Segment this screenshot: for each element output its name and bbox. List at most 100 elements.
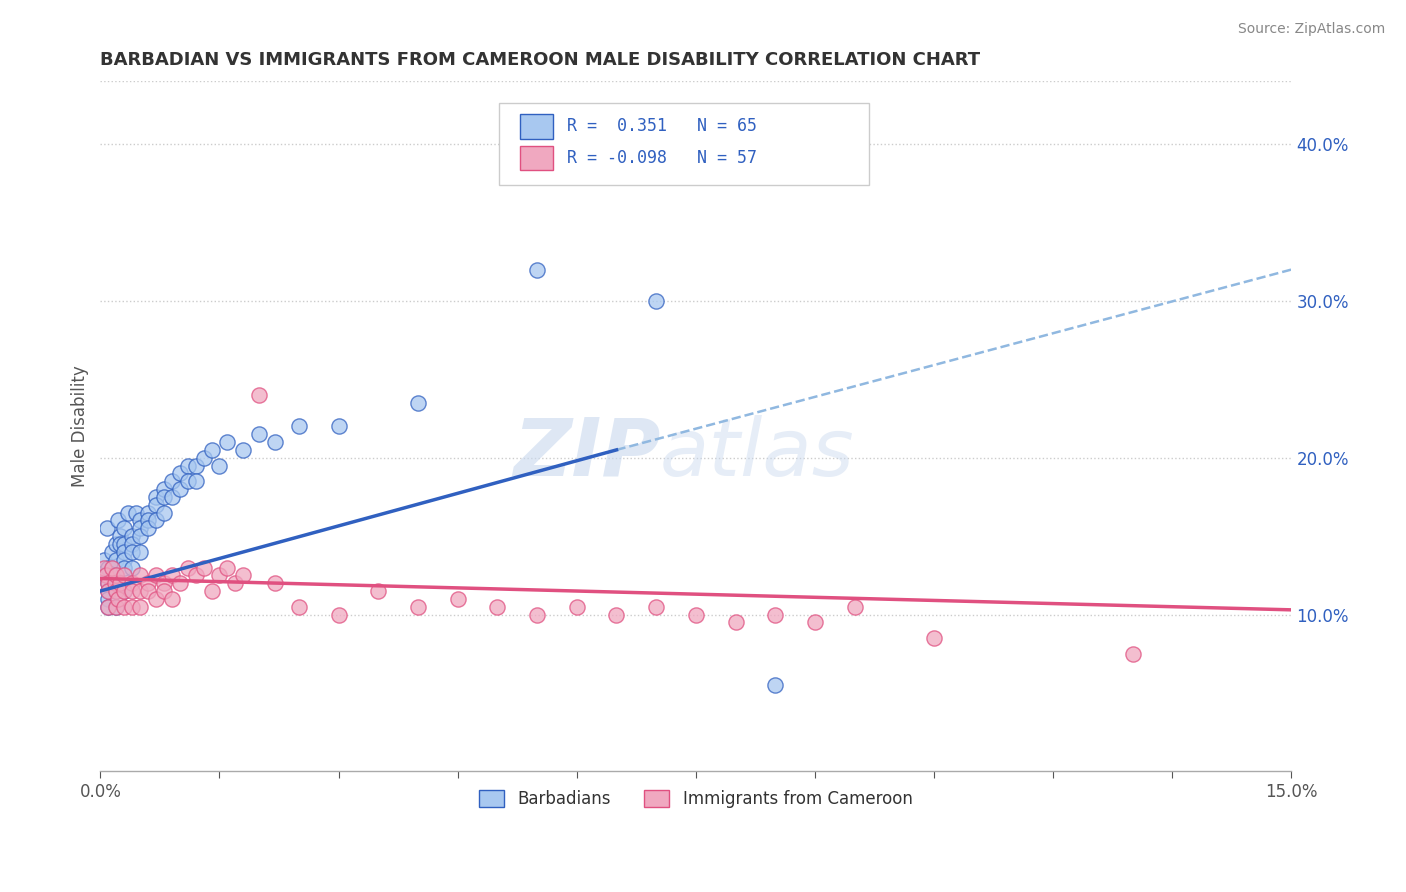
- Point: [121, 545, 143, 559]
- Point: [97, 576, 120, 591]
- Point: [645, 599, 668, 614]
- Point: [804, 615, 827, 630]
- Text: R = -0.098   N = 57: R = -0.098 N = 57: [567, 149, 758, 167]
- Point: [367, 584, 389, 599]
- Point: [121, 529, 143, 543]
- Point: [328, 419, 350, 434]
- Point: [153, 490, 176, 504]
- Point: [406, 599, 429, 614]
- Point: [129, 568, 152, 582]
- Point: [112, 552, 135, 566]
- Point: [153, 584, 176, 599]
- Point: [160, 568, 183, 582]
- Point: [763, 678, 786, 692]
- Point: [136, 506, 159, 520]
- Point: [112, 568, 135, 582]
- Point: [97, 599, 120, 614]
- Point: [565, 599, 588, 614]
- Point: [763, 607, 786, 622]
- Point: [526, 262, 548, 277]
- Point: [101, 560, 124, 574]
- Point: [112, 599, 135, 614]
- Point: [94, 568, 117, 582]
- Point: [184, 568, 207, 582]
- Point: [247, 427, 270, 442]
- Point: [121, 584, 143, 599]
- Y-axis label: Male Disability: Male Disability: [72, 366, 89, 487]
- Point: [97, 599, 120, 614]
- Point: [121, 537, 143, 551]
- Point: [844, 599, 866, 614]
- Point: [108, 537, 131, 551]
- Point: [112, 545, 135, 559]
- Point: [169, 576, 191, 591]
- Point: [105, 599, 128, 614]
- Point: [184, 475, 207, 489]
- FancyBboxPatch shape: [499, 103, 869, 185]
- Point: [112, 521, 135, 535]
- Bar: [520, 145, 553, 170]
- Text: R =  0.351   N = 65: R = 0.351 N = 65: [567, 117, 758, 136]
- Point: [97, 584, 120, 599]
- Point: [136, 576, 159, 591]
- Point: [104, 576, 127, 591]
- Point: [112, 560, 135, 574]
- Point: [105, 568, 128, 582]
- Point: [97, 584, 120, 599]
- Legend: Barbadians, Immigrants from Cameroon: Barbadians, Immigrants from Cameroon: [472, 783, 920, 814]
- Point: [232, 568, 254, 582]
- Point: [176, 458, 198, 473]
- Point: [108, 576, 131, 591]
- Point: [1122, 647, 1144, 661]
- Point: [160, 475, 183, 489]
- Point: [117, 506, 139, 520]
- Point: [160, 490, 183, 504]
- Point: [93, 560, 115, 574]
- Text: Source: ZipAtlas.com: Source: ZipAtlas.com: [1237, 22, 1385, 37]
- Point: [208, 458, 231, 473]
- Point: [328, 607, 350, 622]
- Point: [153, 576, 176, 591]
- Point: [94, 568, 117, 582]
- Point: [93, 552, 115, 566]
- Point: [176, 475, 198, 489]
- Point: [486, 599, 509, 614]
- Point: [97, 576, 120, 591]
- Point: [288, 419, 311, 434]
- Point: [97, 591, 120, 606]
- Point: [169, 482, 191, 496]
- Point: [129, 584, 152, 599]
- Point: [153, 482, 176, 496]
- Point: [136, 584, 159, 599]
- Point: [108, 529, 131, 543]
- Text: ZIP: ZIP: [513, 415, 661, 493]
- Point: [217, 560, 239, 574]
- Point: [447, 591, 470, 606]
- Text: BARBADIAN VS IMMIGRANTS FROM CAMEROON MALE DISABILITY CORRELATION CHART: BARBADIAN VS IMMIGRANTS FROM CAMEROON MA…: [100, 51, 980, 69]
- Point: [105, 584, 128, 599]
- Point: [145, 513, 167, 527]
- Point: [121, 599, 143, 614]
- Point: [129, 513, 152, 527]
- Point: [208, 568, 231, 582]
- Point: [153, 506, 176, 520]
- Point: [105, 552, 128, 566]
- Point: [105, 568, 128, 582]
- Point: [193, 560, 215, 574]
- Point: [645, 293, 668, 308]
- Point: [105, 537, 128, 551]
- Point: [145, 498, 167, 512]
- Point: [288, 599, 311, 614]
- Point: [129, 529, 152, 543]
- Point: [121, 576, 143, 591]
- Point: [247, 388, 270, 402]
- Point: [685, 607, 707, 622]
- Point: [136, 521, 159, 535]
- Point: [176, 560, 198, 574]
- Point: [184, 458, 207, 473]
- Point: [724, 615, 747, 630]
- Point: [121, 560, 143, 574]
- Point: [145, 568, 167, 582]
- Point: [105, 599, 128, 614]
- Point: [112, 537, 135, 551]
